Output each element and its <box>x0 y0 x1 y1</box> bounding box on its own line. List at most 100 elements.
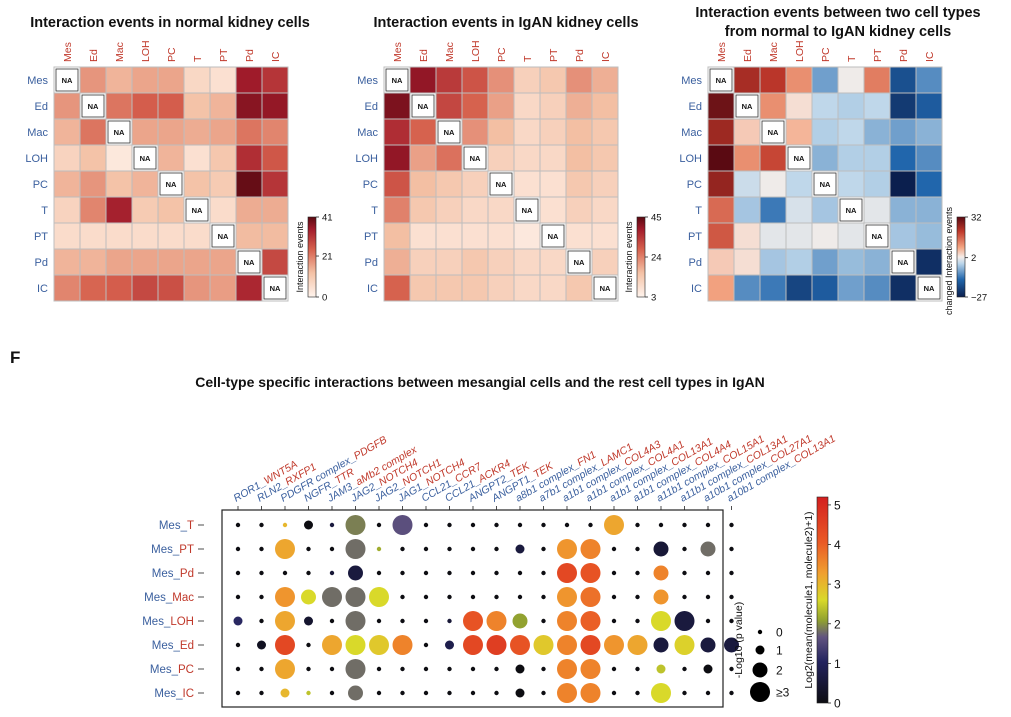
na-label: NA <box>444 128 455 137</box>
dot <box>541 594 546 600</box>
heat-cell <box>915 196 943 224</box>
colorbar-tick: −27 <box>971 293 987 304</box>
dot <box>515 664 525 674</box>
dot <box>306 690 311 696</box>
dot <box>705 690 711 696</box>
heat-cell <box>461 248 489 276</box>
heat-cell <box>889 222 917 250</box>
colorbar-tick: 2 <box>971 253 976 264</box>
dot <box>345 635 366 655</box>
dot <box>541 570 546 576</box>
heat-cell <box>105 92 133 120</box>
dot <box>651 611 671 631</box>
dot <box>651 683 671 703</box>
row-label: PT <box>364 231 378 243</box>
na-cell-border <box>411 94 435 118</box>
dot <box>470 522 476 528</box>
heat-cell <box>183 92 211 120</box>
heatmap-title: Interaction events between two cell type… <box>695 5 980 21</box>
heat-cell <box>811 196 839 224</box>
dot <box>541 618 546 624</box>
heat-cell <box>733 170 761 198</box>
colorbar-tick: 21 <box>322 252 333 263</box>
na-cell-border <box>463 146 487 170</box>
heat-cell <box>383 92 411 120</box>
heatmap-panel-3: Interaction events between two cell type… <box>679 5 987 315</box>
dot <box>653 541 669 557</box>
heat-cell <box>889 66 917 94</box>
heat-cell <box>157 118 185 146</box>
heat-cell <box>209 144 237 172</box>
heat-cell <box>409 248 437 276</box>
heat-cell <box>513 170 541 198</box>
heat-cell <box>487 274 515 302</box>
dot <box>729 594 734 600</box>
dot <box>470 690 476 696</box>
na-label: NA <box>140 154 151 163</box>
dot <box>533 635 554 655</box>
col-label: PT <box>872 48 884 62</box>
na-cell-border <box>263 276 287 300</box>
heat-cell <box>863 144 891 172</box>
heat-cell <box>811 118 839 146</box>
dot <box>635 570 640 576</box>
heat-cell <box>707 144 735 172</box>
dot <box>674 635 695 655</box>
heat-cell <box>183 248 211 276</box>
row-label: Mac <box>357 127 378 139</box>
heatmap-subtitle: from normal to IgAN kidney cells <box>725 24 951 40</box>
dot <box>392 515 413 535</box>
heat-cell <box>785 222 813 250</box>
dot <box>635 618 640 624</box>
col-label: T <box>192 55 204 62</box>
heat-cell <box>383 196 411 224</box>
dot <box>541 666 546 672</box>
colorbar-title: Interaction events <box>624 221 634 293</box>
heat-cell <box>409 170 437 198</box>
size-legend-dot <box>750 682 770 702</box>
heat-cell <box>591 196 619 224</box>
heat-cell <box>131 118 159 146</box>
row-label: Ed <box>689 101 702 113</box>
heat-cell <box>79 170 107 198</box>
heat-cell <box>785 196 813 224</box>
dot <box>564 522 570 528</box>
dot <box>235 570 241 576</box>
heat-cell <box>183 66 211 94</box>
heat-cell <box>733 144 761 172</box>
na-label: NA <box>716 76 727 85</box>
col-label: Mes <box>392 42 404 62</box>
heat-cell <box>889 274 917 302</box>
dot <box>703 664 713 674</box>
heat-cell <box>591 144 619 172</box>
heat-cell <box>157 66 185 94</box>
heat-cell <box>157 222 185 250</box>
na-cell-border <box>81 94 105 118</box>
heat-cell <box>105 196 133 224</box>
heat-cell <box>235 118 263 146</box>
dot <box>259 666 264 672</box>
heat-cell <box>733 274 761 302</box>
heat-cell <box>565 196 593 224</box>
dot <box>580 683 601 703</box>
dot <box>541 546 546 552</box>
na-cell-border <box>541 224 565 248</box>
dot <box>423 594 429 600</box>
dot <box>611 690 617 696</box>
dot <box>235 522 241 528</box>
na-cell-border <box>787 146 811 170</box>
dot <box>400 666 405 672</box>
heat-cell <box>513 118 541 146</box>
dot <box>400 546 405 552</box>
heat-cell <box>863 274 891 302</box>
dot <box>604 635 624 655</box>
na-label: NA <box>820 180 831 189</box>
heat-cell <box>435 92 463 120</box>
dot <box>604 515 624 535</box>
dot <box>376 618 382 624</box>
heat-cell <box>811 144 839 172</box>
heat-cell <box>837 274 865 302</box>
row-label: IC <box>37 283 48 295</box>
col-label: Ed <box>742 49 754 62</box>
heat-cell <box>383 170 411 198</box>
